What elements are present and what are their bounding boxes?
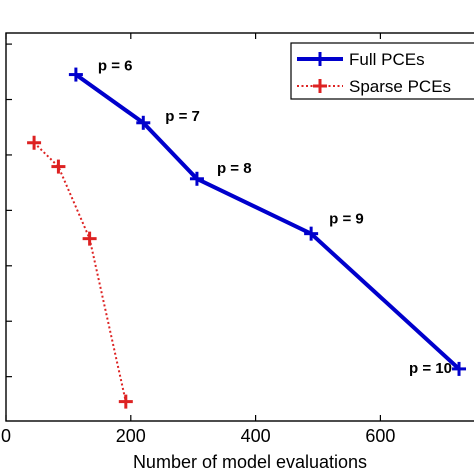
series-layer — [27, 67, 467, 409]
x-tick-label: 400 — [241, 426, 271, 446]
data-point-marker — [118, 394, 133, 409]
x-tick-label: 0 — [1, 426, 11, 446]
data-point-marker — [189, 171, 204, 186]
data-point-marker — [313, 52, 327, 66]
plot-area — [5, 32, 474, 422]
point-labels: p = 6 p = 7 p = 8 p = 9 p = 10 — [98, 58, 452, 377]
data-point-marker — [27, 135, 42, 150]
legend-label: Sparse PCEs — [349, 77, 451, 96]
x-axis-label: Number of model evaluations — [133, 452, 367, 472]
point-label: p = 8 — [217, 160, 252, 177]
x-tick-label: 600 — [365, 426, 395, 446]
legend: Full PCEs Sparse PCEs — [290, 42, 474, 100]
data-point-marker — [51, 159, 66, 174]
data-point-marker — [313, 79, 327, 93]
series-line-sparse-pces — [33, 141, 127, 402]
data-point-marker — [452, 361, 467, 376]
data-point-marker — [68, 67, 83, 82]
point-label: p = 10 — [409, 360, 452, 377]
x-axis-ticks: 0 200 400 600 — [1, 33, 395, 446]
point-label: p = 6 — [98, 58, 133, 75]
x-tick-label: 200 — [116, 426, 146, 446]
point-label: p = 7 — [165, 108, 200, 125]
y-axis-ticks — [6, 43, 12, 378]
legend-label: Full PCEs — [349, 50, 425, 69]
data-point-marker — [82, 231, 97, 246]
data-point-marker — [304, 226, 319, 241]
series-line-full-pces — [74, 72, 461, 371]
axes-box — [5, 32, 474, 422]
data-point-marker — [136, 115, 151, 130]
point-label: p = 9 — [329, 211, 364, 228]
